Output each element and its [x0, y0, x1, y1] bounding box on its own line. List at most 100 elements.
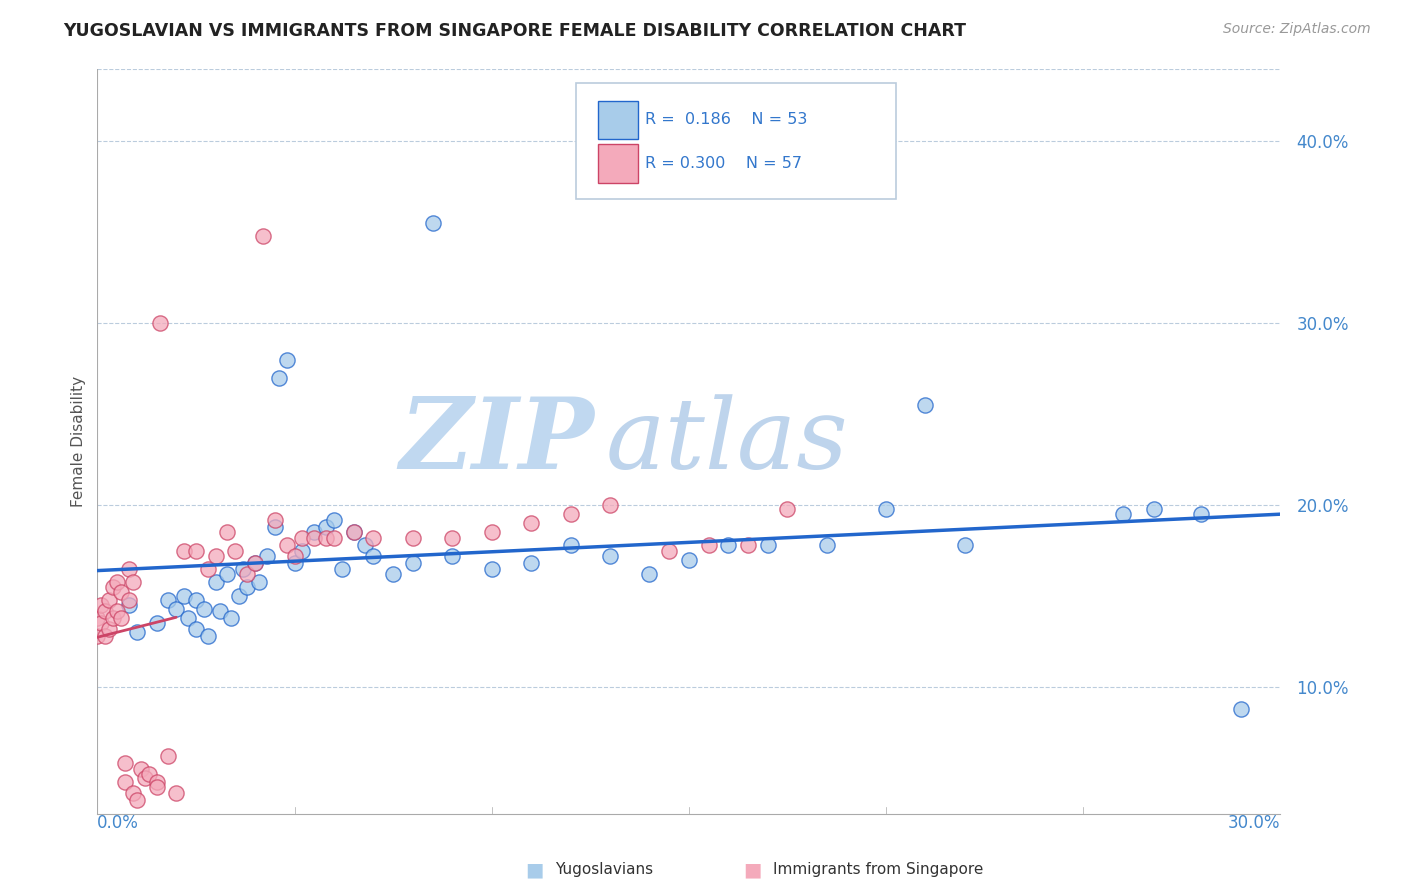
Point: [125, 793, 148, 807]
Point: [118, 598, 141, 612]
Point: [129, 762, 152, 776]
Point: [520, 516, 543, 531]
Point: [402, 557, 425, 571]
Point: [94, 604, 117, 618]
Point: [217, 567, 239, 582]
Text: ■: ■: [524, 860, 544, 880]
Point: [105, 604, 128, 618]
Point: [953, 538, 976, 552]
Point: [737, 538, 759, 552]
Point: [232, 562, 254, 576]
Text: R = 0.300    N = 57: R = 0.300 N = 57: [645, 156, 801, 170]
Point: [291, 543, 314, 558]
Text: atlas: atlas: [606, 393, 849, 489]
Point: [236, 580, 259, 594]
Point: [101, 580, 124, 594]
Point: [638, 567, 661, 582]
Point: [247, 574, 270, 589]
Point: [441, 549, 464, 563]
Text: ■: ■: [742, 860, 762, 880]
Point: [291, 531, 314, 545]
Point: [263, 520, 285, 534]
Point: [157, 592, 180, 607]
Point: [110, 585, 132, 599]
Point: [98, 622, 121, 636]
FancyBboxPatch shape: [598, 101, 638, 139]
Point: [184, 543, 207, 558]
Point: [560, 538, 582, 552]
Point: [101, 611, 124, 625]
Point: [114, 774, 136, 789]
Point: [114, 756, 136, 771]
Point: [481, 525, 503, 540]
Point: [221, 611, 243, 625]
Point: [134, 771, 156, 785]
Point: [149, 316, 172, 330]
Point: [382, 567, 405, 582]
Point: [197, 629, 219, 643]
Point: [138, 767, 160, 781]
Point: [193, 602, 215, 616]
Point: [658, 543, 681, 558]
Point: [520, 557, 543, 571]
Point: [98, 592, 121, 607]
Point: [105, 574, 128, 589]
Point: [1111, 507, 1133, 521]
Point: [776, 501, 799, 516]
Point: [1230, 702, 1253, 716]
Point: [276, 538, 298, 552]
Point: [184, 622, 207, 636]
Point: [815, 538, 838, 552]
Point: [86, 611, 108, 625]
Point: [283, 557, 305, 571]
Point: [323, 513, 346, 527]
Point: [110, 611, 132, 625]
Point: [204, 549, 226, 563]
Point: [1143, 501, 1166, 516]
Point: [173, 543, 195, 558]
Point: [145, 616, 167, 631]
Point: [315, 520, 337, 534]
Point: [599, 549, 621, 563]
Point: [717, 538, 740, 552]
Point: [118, 562, 141, 576]
Point: [1191, 507, 1213, 521]
Point: [914, 398, 936, 412]
Point: [481, 562, 503, 576]
Point: [165, 786, 187, 800]
Point: [173, 589, 195, 603]
Point: [875, 501, 897, 516]
Point: [121, 786, 143, 800]
Point: [315, 531, 337, 545]
Point: [157, 749, 180, 764]
Point: [197, 562, 219, 576]
Point: [86, 629, 108, 643]
Point: [343, 525, 366, 540]
Point: [125, 625, 148, 640]
Point: [263, 513, 285, 527]
Point: [121, 574, 143, 589]
Point: [276, 352, 298, 367]
Point: [217, 525, 239, 540]
Point: [94, 629, 117, 643]
Point: [302, 525, 325, 540]
Point: [267, 371, 290, 385]
Point: [224, 543, 246, 558]
Point: [302, 531, 325, 545]
Point: [243, 557, 266, 571]
Text: Source: ZipAtlas.com: Source: ZipAtlas.com: [1223, 22, 1371, 37]
Point: [90, 616, 112, 631]
Point: [756, 538, 779, 552]
Point: [363, 531, 385, 545]
Text: Yugoslavians: Yugoslavians: [555, 863, 654, 877]
Point: [118, 592, 141, 607]
Y-axis label: Female Disability: Female Disability: [72, 376, 86, 507]
Point: [402, 531, 425, 545]
Point: [243, 557, 266, 571]
Point: [599, 498, 621, 512]
Point: [177, 611, 200, 625]
Point: [145, 774, 167, 789]
Point: [330, 562, 353, 576]
FancyBboxPatch shape: [598, 144, 638, 183]
Point: [256, 549, 278, 563]
